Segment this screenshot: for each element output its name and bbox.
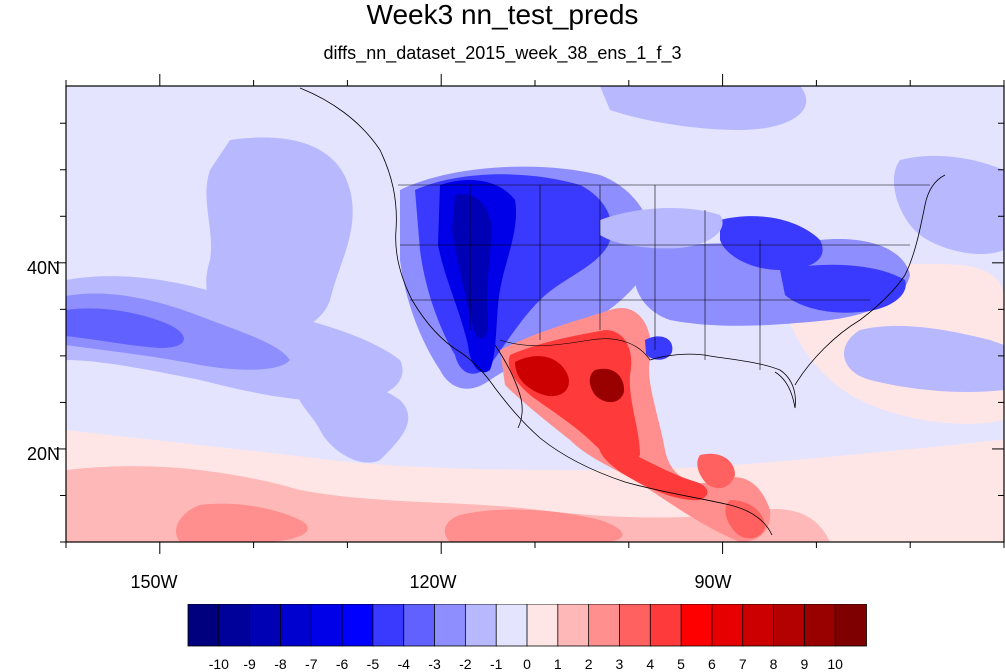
colorbar-tick-label: -2 xyxy=(459,656,472,672)
region-eastern-us-negative xyxy=(600,208,723,249)
colorbar-tick-label: -9 xyxy=(243,656,256,672)
region-great-lakes-negative xyxy=(780,264,906,313)
field-layer xyxy=(66,86,1004,542)
colorbar-tick-label: 3 xyxy=(615,656,624,672)
colorbar-tick-label: -5 xyxy=(366,656,380,672)
colorbar-tick-label: -3 xyxy=(428,656,441,672)
region-western-us-core xyxy=(452,194,492,339)
colorbar-tick-label: 0 xyxy=(523,656,531,672)
region-tropical-positive-band xyxy=(444,509,623,542)
lon-label-90w: 90W xyxy=(694,572,732,592)
colorbar-tick-label: -8 xyxy=(274,656,287,672)
coastline xyxy=(299,87,773,536)
lon-label-150w: 150W xyxy=(130,572,178,592)
colorbar-swatch xyxy=(218,604,251,647)
colorbar-tick-label: 8 xyxy=(769,656,778,672)
colorbar-swatch xyxy=(310,604,343,647)
colorbar-swatch xyxy=(249,604,282,647)
colorbar-swatch xyxy=(742,604,775,647)
colorbar-swatch xyxy=(680,604,713,647)
coastline xyxy=(649,353,796,409)
region-central-america-positive xyxy=(725,500,765,539)
colorbar-swatch xyxy=(619,604,652,647)
coastline xyxy=(494,344,523,429)
lat-label-20n: 20N xyxy=(26,444,60,464)
colorbar-swatch xyxy=(434,604,467,647)
colorbar-swatch xyxy=(773,604,806,647)
colorbar-tick-label: -7 xyxy=(305,656,318,672)
colorbar-tick-label: 5 xyxy=(677,656,685,672)
colorbar-swatch xyxy=(803,604,837,647)
colorbar-swatch xyxy=(495,604,528,647)
colorbar-tick-label: 10 xyxy=(827,656,843,672)
region-northeast-pacific-band xyxy=(297,378,409,463)
colorbar-swatch xyxy=(372,604,405,647)
colorbar-swatch xyxy=(341,604,374,647)
colorbar-swatch xyxy=(280,604,313,647)
region-atlantic-negative xyxy=(843,325,1004,392)
region-central-america-positive xyxy=(697,453,735,489)
colorbar-tick-label: -4 xyxy=(397,656,410,672)
colorbar-tick-label: -6 xyxy=(335,656,349,672)
region-atlantic-negative xyxy=(600,86,807,130)
colorbar-tick-label: 7 xyxy=(738,656,747,672)
region-northeast-pacific-band xyxy=(206,137,353,334)
colorbar-tick-label: 2 xyxy=(584,656,593,672)
colorbar-tick-label: -1 xyxy=(489,656,503,672)
lon-label-120w: 120W xyxy=(409,572,457,592)
colorbar-swatch xyxy=(526,604,559,647)
colorbar-swatch xyxy=(588,604,621,647)
map-title: Week3 nn_test_preds xyxy=(366,0,639,30)
colorbar-swatch xyxy=(649,604,682,647)
colorbar-swatch xyxy=(403,604,436,647)
colorbar-tick-label: 9 xyxy=(800,656,809,672)
colorbar-tick-label: 4 xyxy=(646,656,655,672)
region-great-lakes-negative xyxy=(720,216,823,270)
region-subtropical-pacific-band xyxy=(66,308,184,348)
colorbar xyxy=(187,604,867,647)
colorbar-swatch xyxy=(711,604,744,647)
colorbar-swatch xyxy=(557,604,590,647)
colorbar-swatch xyxy=(187,604,220,647)
region-mexico-core xyxy=(589,368,625,403)
colorbar-tick-label: 1 xyxy=(553,656,562,672)
colorbar-tick-label: 6 xyxy=(708,656,716,672)
political-borders xyxy=(398,184,930,370)
region-eastern-us-negative xyxy=(645,336,673,360)
map-subtitle: diffs_nn_dataset_2015_week_38_ens_1_f_3 xyxy=(323,43,682,63)
region-tropical-positive-band xyxy=(176,503,308,542)
coastline xyxy=(794,174,946,386)
region-mexico-core xyxy=(515,356,569,397)
colorbar-tick-label: -10 xyxy=(208,656,229,672)
colorbar-swatch xyxy=(834,604,867,647)
axis-ticks xyxy=(54,74,1005,554)
lat-label-40n: 40N xyxy=(26,258,60,278)
region-central-america-positive xyxy=(598,440,708,501)
region-atlantic-negative xyxy=(893,155,1004,255)
colorbar-swatch xyxy=(464,604,498,647)
